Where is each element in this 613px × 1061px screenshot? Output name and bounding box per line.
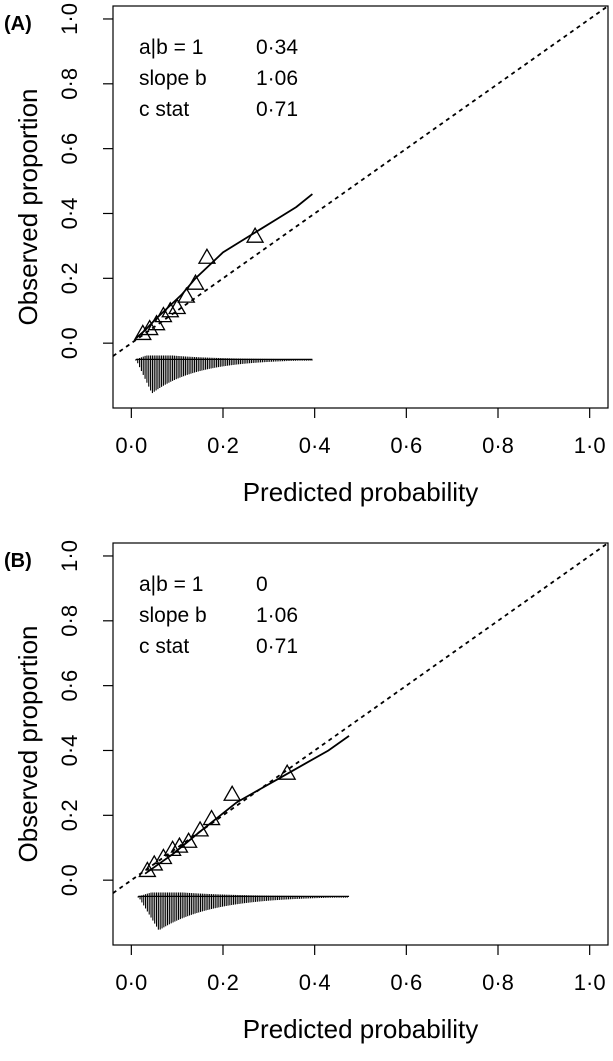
y-tick-label: 0·4 bbox=[57, 735, 82, 767]
x-axis-label: Predicted probability bbox=[243, 1014, 479, 1044]
y-tick-label: 0·4 bbox=[57, 198, 82, 230]
x-tick-label: 0·8 bbox=[482, 970, 514, 995]
y-tick-label: 0·0 bbox=[57, 327, 82, 359]
triangle-point bbox=[168, 298, 187, 315]
x-tick-label: 0·8 bbox=[482, 433, 514, 458]
triangle-point bbox=[140, 319, 159, 336]
y-tick-label: 0·6 bbox=[57, 670, 82, 702]
x-tick-label: 0·6 bbox=[390, 970, 422, 995]
y-tick-label: 0·6 bbox=[57, 133, 82, 165]
plot-frame bbox=[112, 542, 609, 946]
x-tick-label: 0·4 bbox=[299, 970, 331, 995]
stat-value: 1·06 bbox=[256, 604, 298, 627]
triangle-point bbox=[133, 324, 152, 341]
x-tick-label: 0·4 bbox=[299, 433, 331, 458]
y-tick-label: 1·0 bbox=[57, 3, 82, 35]
panel-label: (A) bbox=[4, 13, 32, 35]
calibration-plot-b: (B) 0·0 0·2 0·4 0·6 0·8 1·0 0·0 0·2 0·4 0·6 0·8 1·0 P… bbox=[0, 537, 613, 1061]
stat-value: 0·71 bbox=[256, 98, 298, 121]
y-tick-label: 0·8 bbox=[57, 605, 82, 637]
stat-value: 1·06 bbox=[256, 67, 298, 90]
reference-line bbox=[112, 5, 609, 357]
stat-label: c stat bbox=[139, 98, 189, 121]
x-tick-label: 0·0 bbox=[115, 970, 147, 995]
triangle-point bbox=[147, 314, 166, 331]
triangle-point bbox=[163, 840, 182, 857]
x-axis-label: Predicted probability bbox=[243, 477, 479, 507]
chart-svg-b: (B) 0·0 0·2 0·4 0·6 0·8 1·0 0·0 0·2 0·4 0·6 0·8 1·0 P… bbox=[4, 540, 609, 1044]
chart-svg-a: (A) 0·0 0·2 0·4 0·6 0·8 1·0 0·0 0·2 0·4 0·6 0·8 1·0 P… bbox=[4, 3, 609, 507]
plot-frame bbox=[112, 5, 609, 409]
triangle-point bbox=[186, 273, 205, 290]
triangle-point bbox=[154, 848, 173, 865]
x-tick-label: 0·6 bbox=[390, 433, 422, 458]
triangle-point bbox=[245, 226, 265, 243]
y-tick-label: 1·0 bbox=[57, 540, 82, 572]
triangle-point bbox=[190, 820, 210, 837]
calibration-plot-a: (A) 0·0 0·2 0·4 0·6 0·8 1·0 0·0 0·2 0·4 0·6 0·8 1·0 P… bbox=[0, 0, 613, 524]
stat-label: a|b = 1 bbox=[139, 573, 203, 596]
triangle-point bbox=[223, 784, 242, 801]
triangle-point bbox=[161, 301, 180, 318]
panel-label: (B) bbox=[4, 550, 32, 572]
x-tick-label: 0·2 bbox=[207, 433, 239, 458]
stat-value: 0·71 bbox=[256, 635, 298, 658]
triangle-point bbox=[177, 286, 196, 303]
x-tick-label: 0·2 bbox=[207, 970, 239, 995]
y-axis-label: Observed proportion bbox=[13, 88, 43, 325]
stat-label: slope b bbox=[139, 604, 207, 627]
x-tick-label: 1·0 bbox=[574, 970, 606, 995]
triangle-point bbox=[197, 247, 217, 264]
x-tick-label: 1·0 bbox=[574, 433, 606, 458]
triangle-point bbox=[154, 306, 173, 323]
stat-label: a|b = 1 bbox=[139, 36, 203, 59]
y-tick-label: 0·2 bbox=[57, 799, 82, 831]
triangle-point bbox=[179, 831, 198, 848]
stat-label: c stat bbox=[139, 635, 189, 658]
stat-label: slope b bbox=[139, 67, 207, 90]
stat-value: 0 bbox=[256, 573, 268, 596]
stat-value: 0·34 bbox=[256, 36, 298, 59]
y-tick-label: 0·0 bbox=[57, 864, 82, 896]
y-axis-label: Observed proportion bbox=[13, 625, 43, 862]
triangle-point bbox=[202, 809, 221, 826]
y-tick-label: 0·8 bbox=[57, 68, 82, 100]
reference-line bbox=[112, 542, 609, 894]
triangle-point bbox=[170, 836, 189, 853]
x-tick-label: 0·0 bbox=[115, 433, 147, 458]
triangle-point bbox=[278, 763, 297, 780]
calibration-curve bbox=[144, 735, 350, 875]
y-tick-label: 0·2 bbox=[57, 262, 82, 294]
